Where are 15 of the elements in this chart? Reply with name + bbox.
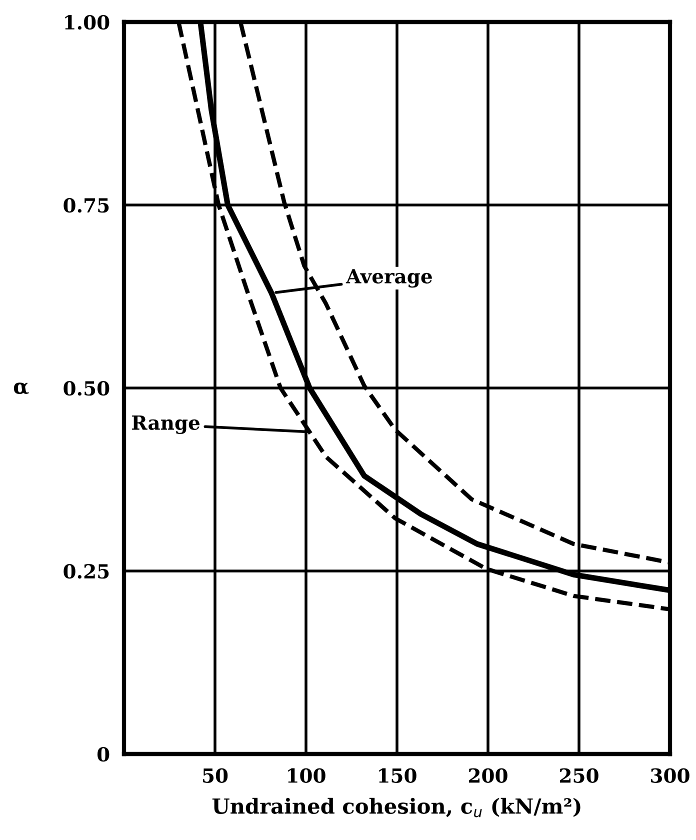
x-tick-label: 200 <box>469 768 508 783</box>
x-tick-label: 100 <box>288 768 326 783</box>
x-tick-label: 50 <box>203 768 228 783</box>
x-tick-label: 150 <box>379 768 416 783</box>
x-axis-title: Undrained cohesion, c$_{u}$ (kN/m²) <box>212 798 580 818</box>
annotation: Range <box>132 416 200 434</box>
annotation: Average <box>346 269 432 288</box>
x-tick-label: 300 <box>651 768 690 783</box>
y-tick-label: 0.75 <box>64 198 109 213</box>
y-tick-label: 0 <box>97 746 110 762</box>
x-tick-label: 250 <box>560 768 598 783</box>
y-tick-label: 1.00 <box>65 14 110 30</box>
y-tick-label: 0.25 <box>64 564 109 579</box>
y-tick-label: 0.50 <box>64 380 110 396</box>
y-axis-title: α <box>14 382 29 394</box>
